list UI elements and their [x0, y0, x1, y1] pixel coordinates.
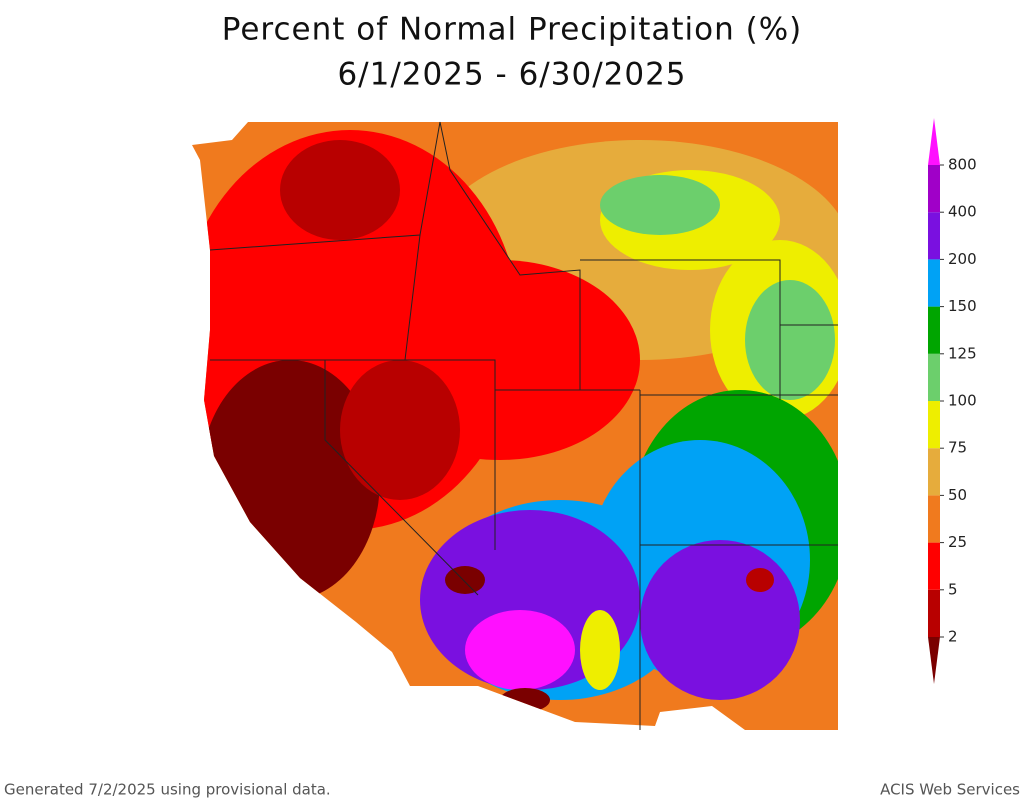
- legend-label: 25: [948, 533, 967, 551]
- legend-swatch: [928, 353, 940, 401]
- state-borders: [209, 121, 838, 730]
- legend-arrow: [928, 118, 940, 165]
- legend-label: 5: [948, 580, 958, 598]
- legend-label: 50: [948, 486, 967, 504]
- legend-swatch: [928, 259, 940, 307]
- footer-right: ACIS Web Services: [880, 781, 1020, 799]
- legend-swatch: [928, 165, 940, 213]
- legend-label: 400: [948, 203, 977, 221]
- legend-swatch: [928, 542, 940, 590]
- legend-swatch: [928, 448, 940, 496]
- legend-label: 800: [948, 156, 977, 174]
- legend-swatch: [928, 589, 940, 637]
- legend-label: 75: [948, 439, 967, 457]
- legend-label: 150: [948, 297, 977, 315]
- legend-swatch: [928, 401, 940, 449]
- legend-label: 100: [948, 392, 977, 410]
- map-title: Percent of Normal Precipitation (%): [222, 12, 803, 48]
- precip-map: [192, 122, 838, 730]
- legend-swatch: [928, 212, 940, 260]
- legend-label: 125: [948, 344, 977, 362]
- legend-label: 200: [948, 250, 977, 268]
- footer-left: Generated 7/2/2025 using provisional dat…: [4, 781, 331, 799]
- legend-swatch: [928, 306, 940, 354]
- legend-label: 2: [948, 628, 958, 646]
- legend-swatch: [928, 495, 940, 543]
- legend-arrow: [928, 637, 940, 684]
- map-subtitle: 6/1/2025 - 6/30/2025: [337, 57, 686, 93]
